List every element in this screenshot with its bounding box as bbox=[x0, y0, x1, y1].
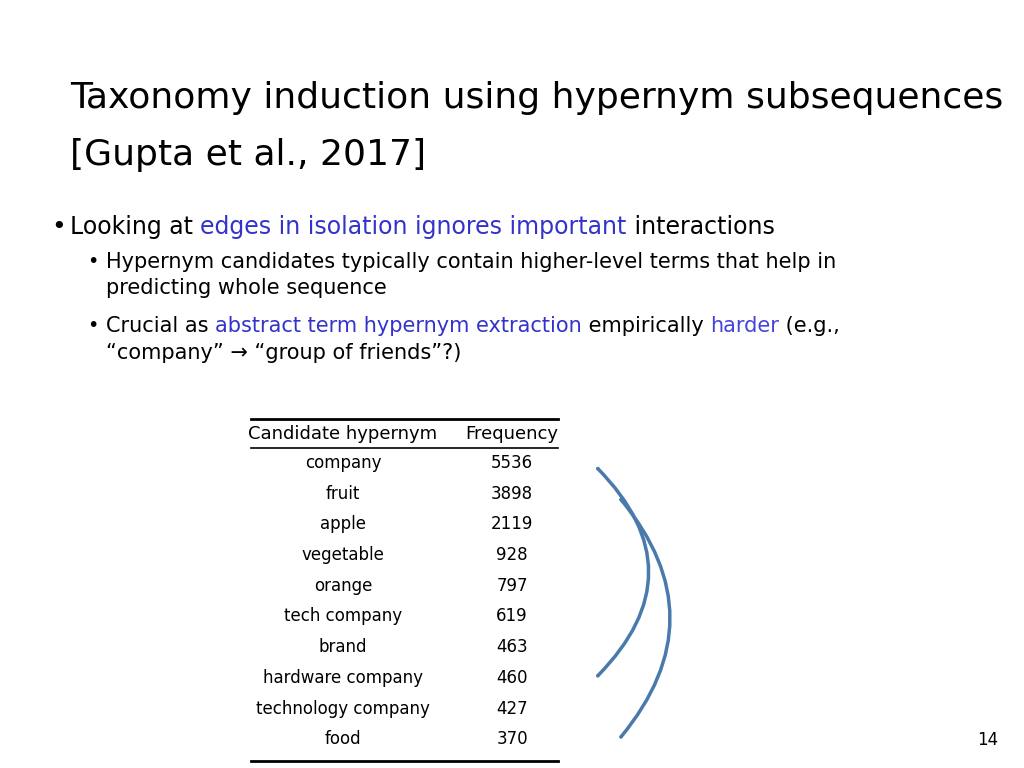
Text: Taxonomy induction using hypernym subsequences: Taxonomy induction using hypernym subseq… bbox=[70, 81, 1004, 114]
Text: Crucial as: Crucial as bbox=[105, 316, 215, 336]
Text: 5536: 5536 bbox=[490, 454, 534, 472]
Text: apple: apple bbox=[321, 515, 366, 533]
Text: food: food bbox=[325, 730, 361, 748]
Text: orange: orange bbox=[313, 577, 373, 594]
Text: Frequency: Frequency bbox=[466, 425, 558, 442]
Text: •: • bbox=[51, 215, 67, 239]
Text: Candidate hypernym: Candidate hypernym bbox=[249, 425, 437, 442]
Text: 427: 427 bbox=[497, 700, 527, 717]
Text: hardware company: hardware company bbox=[263, 669, 423, 687]
Text: Hypernym candidates typically contain higher-level terms that help in: Hypernym candidates typically contain hi… bbox=[105, 252, 836, 272]
Text: vegetable: vegetable bbox=[302, 546, 384, 564]
Text: technology company: technology company bbox=[256, 700, 430, 717]
Text: 3898: 3898 bbox=[490, 485, 534, 502]
Text: tech company: tech company bbox=[284, 607, 402, 625]
Text: •: • bbox=[87, 316, 98, 336]
Text: interactions: interactions bbox=[627, 215, 775, 239]
Text: “company” → “group of friends”?): “company” → “group of friends”?) bbox=[105, 343, 461, 362]
Text: 14: 14 bbox=[977, 731, 998, 749]
Text: edges in isolation ignores important: edges in isolation ignores important bbox=[201, 215, 627, 239]
Text: (e.g.,: (e.g., bbox=[779, 316, 840, 336]
Text: predicting whole sequence: predicting whole sequence bbox=[105, 278, 387, 298]
Text: empirically: empirically bbox=[582, 316, 710, 336]
Text: harder: harder bbox=[710, 316, 779, 336]
Text: company: company bbox=[305, 454, 381, 472]
Text: 619: 619 bbox=[497, 607, 527, 625]
Text: 460: 460 bbox=[497, 669, 527, 687]
Text: 2119: 2119 bbox=[490, 515, 534, 533]
Text: 797: 797 bbox=[497, 577, 527, 594]
Text: abstract term hypernym extraction: abstract term hypernym extraction bbox=[215, 316, 582, 336]
Text: 370: 370 bbox=[497, 730, 527, 748]
Text: brand: brand bbox=[318, 638, 368, 656]
Text: Looking at: Looking at bbox=[70, 215, 201, 239]
Text: •: • bbox=[87, 252, 98, 271]
Text: 463: 463 bbox=[497, 638, 527, 656]
Text: [Gupta et al., 2017]: [Gupta et al., 2017] bbox=[70, 138, 426, 172]
Text: fruit: fruit bbox=[326, 485, 360, 502]
Text: 928: 928 bbox=[497, 546, 527, 564]
